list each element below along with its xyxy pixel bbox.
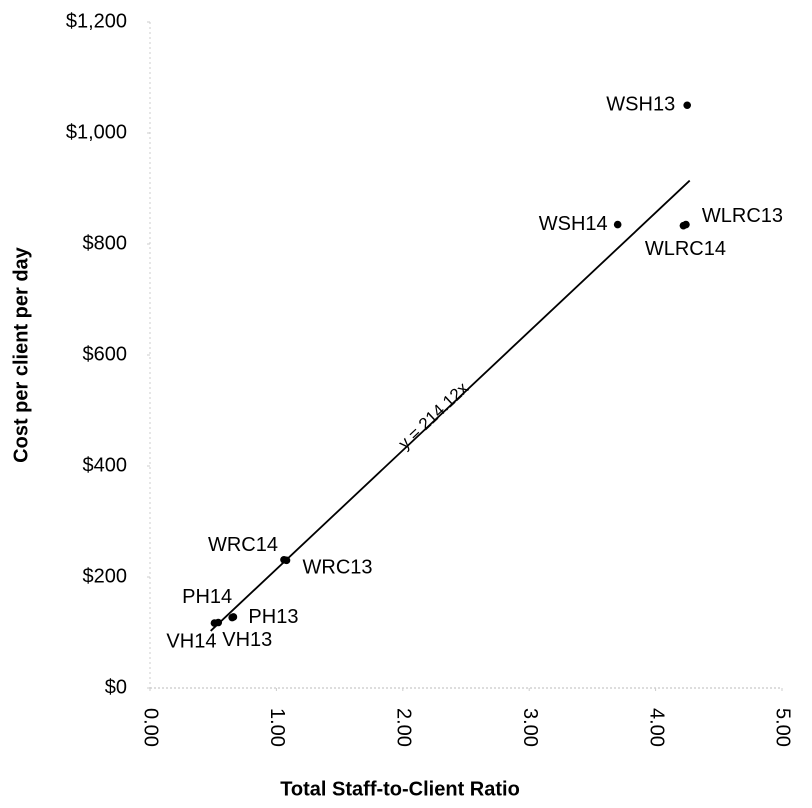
- point: [683, 101, 691, 110]
- y-tick-label: $800: [83, 232, 128, 254]
- point-label: VH14: [166, 630, 216, 652]
- x-tick-label: 1.00: [266, 708, 288, 747]
- point-label: PH13: [248, 606, 298, 628]
- point-label: WLRC13: [702, 205, 783, 227]
- point-label: WRC13: [303, 557, 373, 579]
- x-axis-label: Total Staff-to-Client Ratio: [280, 778, 520, 800]
- trendline-label: y = 214.12x: [395, 378, 473, 453]
- y-tick-label: $400: [83, 454, 128, 476]
- point: [613, 220, 622, 229]
- y-tick-label: $1,000: [66, 121, 127, 143]
- y-tick-label: $200: [83, 565, 128, 587]
- y-tick-label: $1,200: [66, 10, 127, 32]
- x-tick-label: 4.00: [645, 708, 667, 747]
- point: [679, 221, 688, 230]
- x-tick-label: 0.00: [140, 708, 162, 747]
- y-tick-label: $600: [83, 343, 128, 365]
- point-label: PH14: [182, 586, 232, 608]
- point: [214, 618, 223, 627]
- point-label: WSH14: [539, 213, 608, 235]
- y-axis-label: Cost per client per day: [10, 246, 32, 462]
- point-label: WSH13: [606, 94, 675, 116]
- point-label: WRC14: [208, 534, 278, 556]
- y-tick-label: $0: [105, 676, 127, 698]
- x-tick-label: 5.00: [772, 708, 794, 747]
- point-label: VH13: [222, 629, 272, 651]
- point: [229, 613, 238, 621]
- point: [282, 556, 291, 565]
- x-tick-label: 3.00: [519, 708, 541, 747]
- trendline: [210, 179, 691, 632]
- point-label: WLRC14: [645, 238, 726, 260]
- x-tick-label: 2.00: [393, 708, 415, 747]
